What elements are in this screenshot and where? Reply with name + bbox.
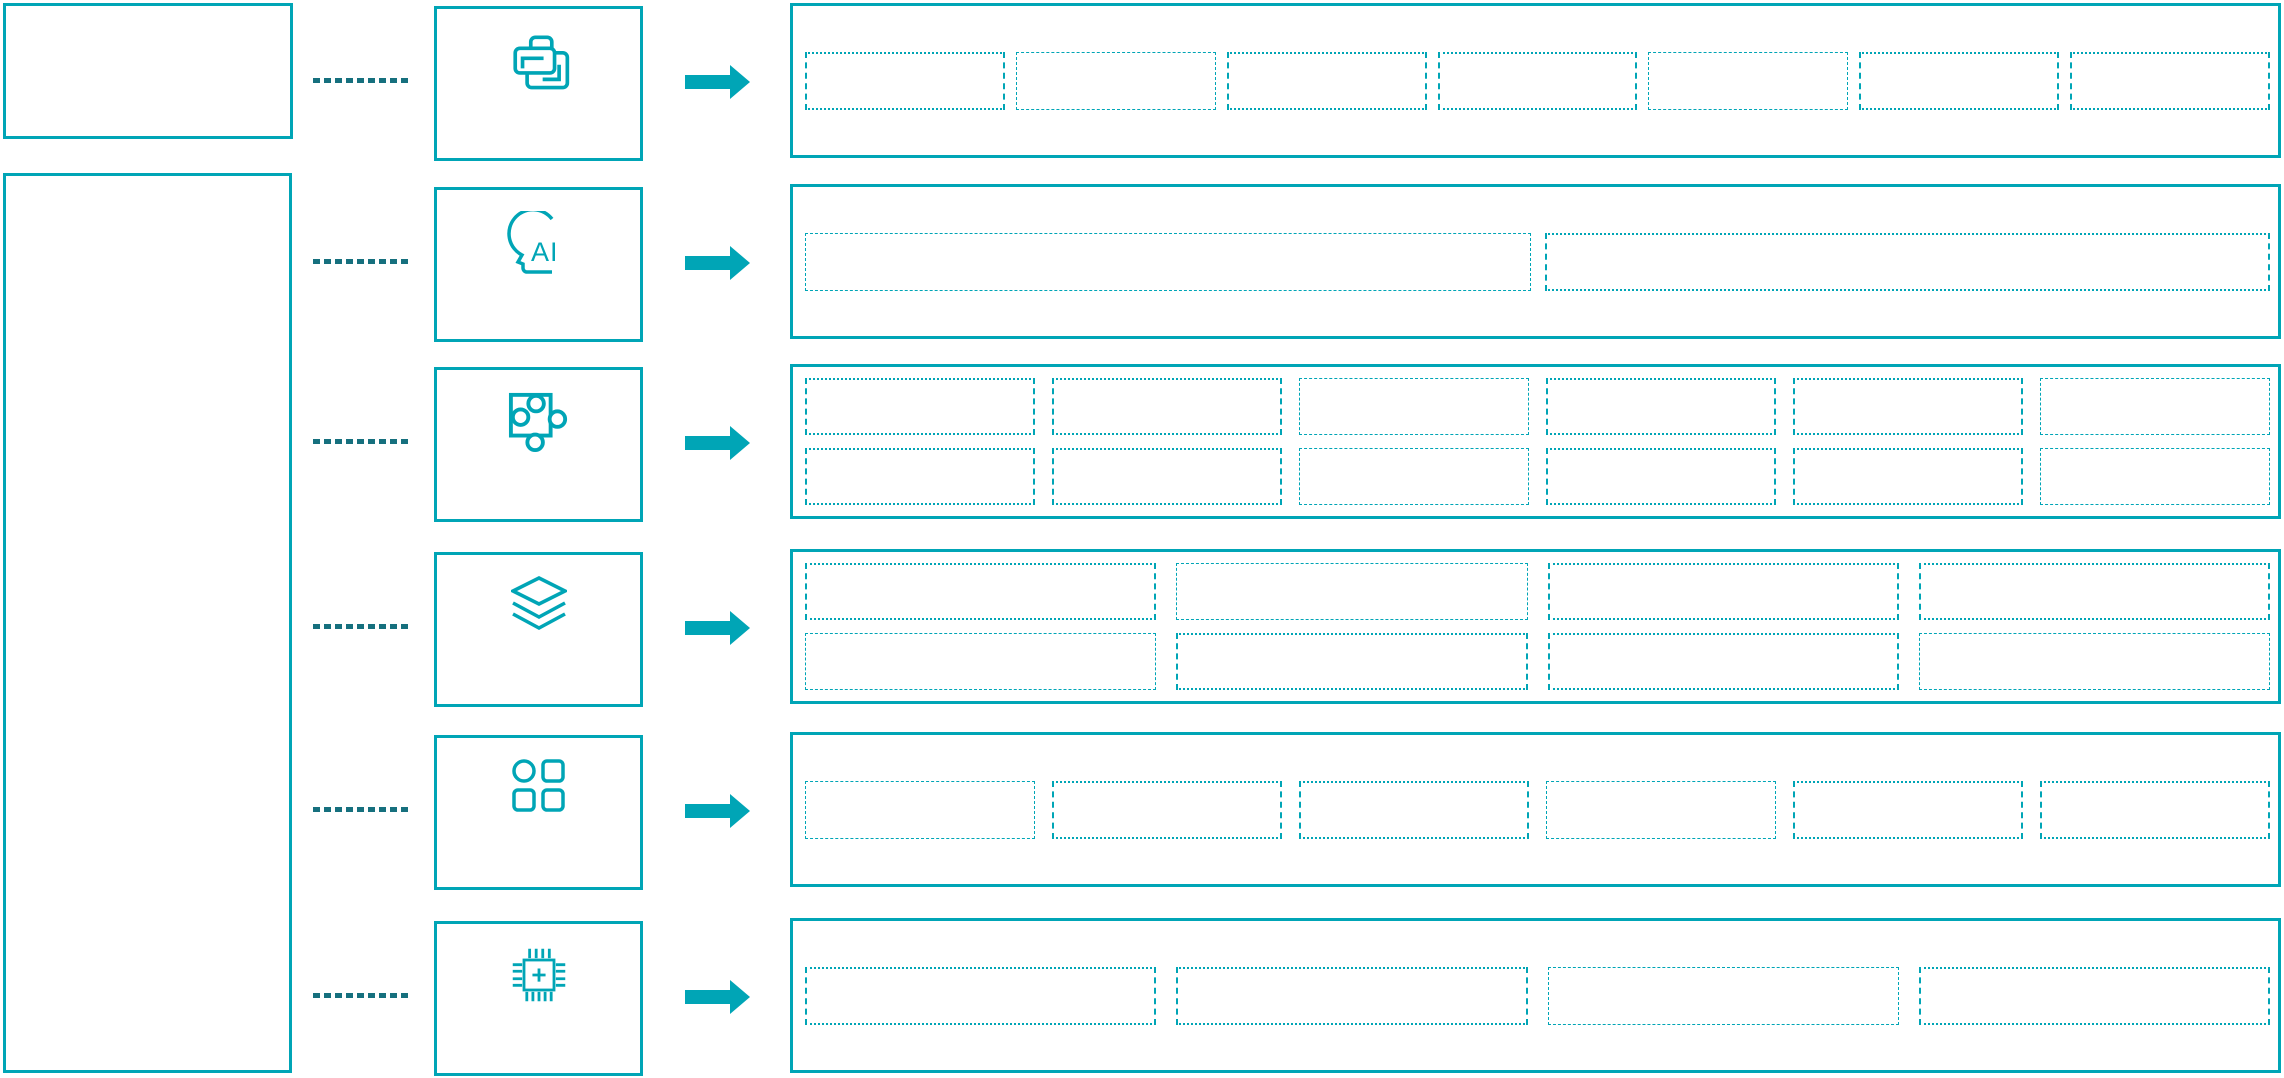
placeholder-box <box>1918 633 2270 690</box>
placeholder-box <box>1547 563 1899 620</box>
apps-grid-icon <box>512 759 565 812</box>
dashed-connector <box>313 259 410 264</box>
puzzle-piece-icon <box>508 392 567 453</box>
placeholder-box <box>1052 780 1282 839</box>
icon-box-2: AI <box>434 187 643 342</box>
placeholder-box <box>2040 448 2270 505</box>
placeholder-box <box>1918 563 2270 620</box>
placeholder-box <box>1793 780 2023 839</box>
placeholder-box <box>2040 378 2270 435</box>
placeholder-box <box>1437 51 1638 110</box>
placeholder-box <box>1648 51 1849 110</box>
row-panel-5 <box>790 732 2281 887</box>
placeholder-box <box>1546 448 1776 505</box>
placeholder-box <box>2040 780 2270 839</box>
placeholder-box <box>1176 563 1528 620</box>
placeholder-box <box>805 780 1035 839</box>
overlapping-windows-icon <box>512 35 569 90</box>
placeholder-box <box>805 966 1157 1025</box>
ai-head-icon: AI <box>506 211 559 274</box>
placeholder-box <box>1918 966 2270 1025</box>
dashed-connector <box>313 624 410 629</box>
row-panel-6 <box>790 918 2281 1073</box>
placeholder-box <box>1544 232 2270 291</box>
dashed-connector <box>313 439 410 444</box>
row-panel-4 <box>790 549 2281 704</box>
flow-row-4 <box>0 549 2284 707</box>
placeholder-box <box>1052 448 1282 505</box>
placeholder-box <box>805 378 1035 435</box>
ai-label: AI <box>531 237 559 267</box>
flow-arrow <box>685 245 751 281</box>
placeholder-box <box>1299 378 1529 435</box>
placeholder-box <box>1793 378 2023 435</box>
flow-row-3 <box>0 364 2284 522</box>
dashed-connector <box>313 807 410 812</box>
flow-row-1 <box>0 3 2284 161</box>
dashed-connector <box>313 78 410 83</box>
flow-arrow <box>685 793 751 829</box>
placeholder-box <box>1052 378 1282 435</box>
icon-box-1 <box>434 6 643 161</box>
flow-arrow <box>685 425 751 461</box>
cpu-chip-icon <box>512 948 565 1002</box>
placeholder-box <box>1859 51 2060 110</box>
placeholder-box <box>1299 780 1529 839</box>
placeholder-box <box>1547 633 1899 690</box>
flow-row-2: AI <box>0 184 2284 342</box>
placeholder-box <box>1546 378 1776 435</box>
icon-box-5 <box>434 735 643 890</box>
icon-box-4 <box>434 552 643 707</box>
placeholder-box <box>805 633 1157 690</box>
layers-stack-icon <box>510 576 567 630</box>
placeholder-box <box>1226 51 1427 110</box>
placeholder-box <box>2070 51 2270 110</box>
placeholder-box <box>805 232 1531 291</box>
row-panel-1 <box>790 3 2281 158</box>
placeholder-box <box>805 563 1157 620</box>
icon-box-6 <box>434 921 643 1076</box>
placeholder-box <box>1015 51 1216 110</box>
flow-arrow <box>685 979 751 1015</box>
placeholder-box <box>1546 780 1776 839</box>
placeholder-box <box>1299 448 1529 505</box>
placeholder-box <box>1547 966 1899 1025</box>
icon-box-3 <box>434 367 643 522</box>
placeholder-box <box>805 51 1005 110</box>
flow-row-5 <box>0 732 2284 890</box>
dashed-connector <box>313 993 410 998</box>
row-panel-2 <box>790 184 2281 339</box>
placeholder-box <box>1176 633 1528 690</box>
row-panel-3 <box>790 364 2281 519</box>
left-main-box <box>3 173 292 1073</box>
placeholder-box <box>805 448 1035 505</box>
flow-row-6 <box>0 918 2284 1076</box>
left-summary-box <box>3 3 293 139</box>
placeholder-box <box>1176 966 1528 1025</box>
flow-arrow <box>685 64 751 100</box>
flow-arrow <box>685 610 751 646</box>
placeholder-box <box>1793 448 2023 505</box>
